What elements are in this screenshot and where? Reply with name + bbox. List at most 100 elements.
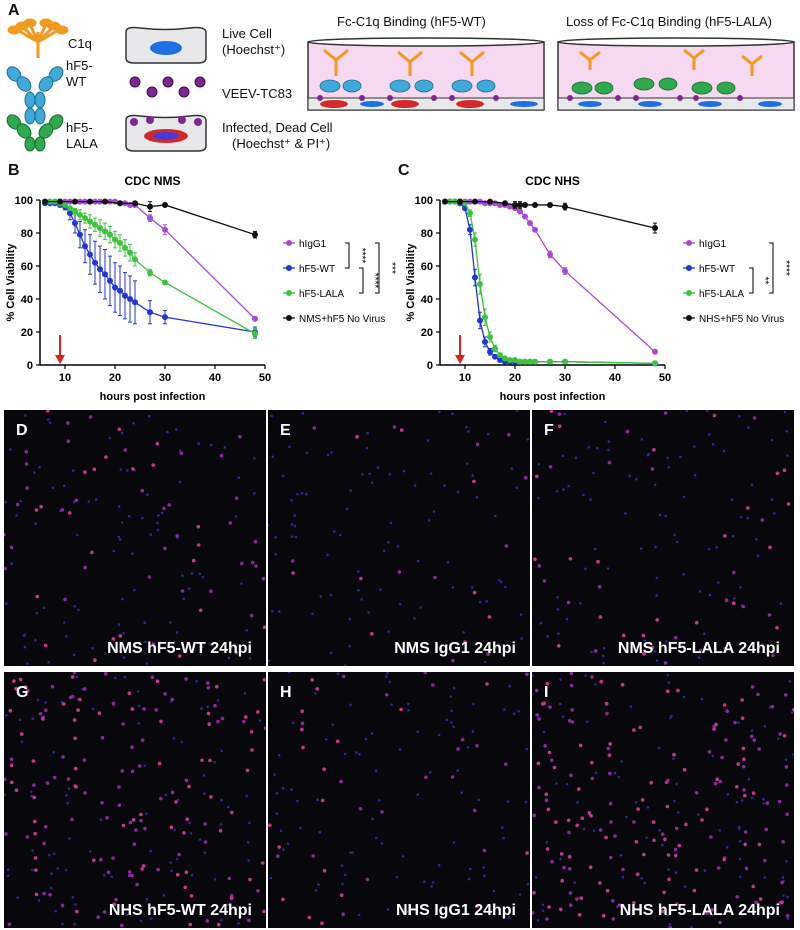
legend-label: hF5-LALA: [299, 289, 344, 300]
data-point: [132, 299, 138, 306]
legend-marker: [686, 265, 692, 271]
data-point: [87, 218, 93, 225]
data-point: [102, 228, 108, 235]
y-tick-label: 40: [421, 294, 433, 306]
hf5-lala-antibody-icon: [6, 114, 64, 152]
c1q-icon: [7, 18, 69, 58]
micrograph-e: E NMS IgG1 24hpi: [268, 410, 530, 666]
sig-bracket: [749, 267, 754, 294]
infection-arrow-head: [55, 355, 65, 364]
virus-icon: [129, 76, 206, 98]
y-tick-label: 60: [421, 261, 433, 273]
data-point: [97, 225, 103, 232]
data-point: [517, 208, 523, 215]
sig-bracket: [359, 267, 364, 294]
data-point: [102, 271, 108, 278]
legend-label: hIgG1: [699, 239, 727, 250]
data-point: [547, 201, 553, 208]
data-point: [522, 201, 528, 208]
legend-marker: [286, 265, 292, 271]
data-point: [42, 198, 48, 205]
legend-label: NHS+hF5 No Virus: [699, 314, 784, 325]
data-point: [77, 211, 83, 218]
micrograph-label: NHS IgG1 24hpi: [395, 902, 516, 919]
sig-stars: ****: [356, 248, 367, 264]
cell-dots: [4, 410, 266, 665]
hf5-wt-antibody-icon: [6, 66, 64, 125]
sig-bracket: [345, 242, 350, 269]
chart-title: CDC NMS: [125, 174, 181, 188]
sig-stars: ****: [369, 273, 380, 289]
data-point: [527, 220, 533, 227]
legend-hf5wt-label-2: WT: [66, 74, 87, 89]
data-point: [117, 287, 123, 294]
schematic-well-lala: [557, 37, 795, 111]
schematic-well-wt: [307, 37, 545, 111]
legend-infected-label-2: (Hoechst⁺ & PI⁺): [232, 136, 331, 151]
data-point: [652, 348, 658, 355]
x-tick-label: 30: [559, 372, 571, 384]
data-point: [127, 296, 133, 302]
y-tick-label: 20: [21, 327, 33, 339]
legend-hf5lala-label-1: hF5-: [66, 120, 93, 135]
sig-bracket: [769, 242, 774, 294]
data-point: [497, 352, 503, 359]
legend-marker: [286, 290, 292, 296]
data-point: [77, 231, 83, 238]
data-point: [477, 281, 483, 288]
chart-cdc-nhs: CDC NHS 0 20 40 60 80 100 10 20 30 40 50 hours post …: [405, 174, 791, 403]
data-point: [112, 284, 118, 291]
x-tick-label: 20: [509, 372, 521, 384]
data-point: [522, 358, 528, 365]
legend-icons: [6, 18, 207, 152]
micrograph-label: NMS hF5-LALA 24hpi: [617, 640, 780, 657]
data-point: [72, 198, 78, 205]
data-point: [532, 226, 538, 233]
y-axis-label: % Cell Viability: [5, 243, 17, 322]
micrograph-letter: E: [280, 422, 291, 439]
data-point: [252, 330, 258, 337]
y-tick-label: 20: [421, 327, 433, 339]
sig-stars: ***: [386, 262, 397, 274]
x-axis-label: hours post infection: [100, 391, 206, 403]
data-point: [492, 353, 498, 360]
data-point: [97, 266, 103, 273]
legend-live-label-2: (Hoechst⁺): [222, 42, 286, 57]
data-point: [547, 358, 553, 365]
x-tick-label: 40: [209, 372, 221, 384]
data-point: [82, 243, 88, 250]
data-point: [502, 355, 508, 362]
legend-marker: [686, 315, 692, 321]
data-point: [472, 236, 478, 243]
x-tick-label: 20: [109, 372, 121, 384]
legend-c1q-label: C1q: [68, 36, 92, 51]
data-point: [507, 203, 513, 210]
micrograph-letter: H: [280, 684, 292, 701]
y-tick-label: 60: [21, 261, 33, 273]
schematic-title-left: Fc-C1q Binding (hF5-WT): [337, 14, 486, 29]
data-point: [117, 200, 123, 207]
data-point: [472, 198, 478, 205]
data-point: [652, 225, 658, 232]
data-point: [532, 201, 538, 208]
panel-letter-b: B: [8, 162, 20, 179]
data-point: [522, 213, 528, 220]
chart-title: CDC NHS: [525, 174, 580, 188]
y-tick-label: 40: [21, 294, 33, 306]
cell-dots: [268, 410, 529, 666]
legend-label: hF5-WT: [699, 264, 735, 275]
infected-cell-icon: [125, 114, 207, 152]
data-point: [147, 309, 153, 316]
data-point: [162, 279, 168, 286]
data-point: [92, 259, 98, 266]
data-point: [562, 203, 568, 210]
data-point: [67, 210, 73, 217]
legend-marker: [286, 315, 292, 321]
y-tick-label: 100: [15, 195, 33, 207]
data-point: [562, 267, 568, 274]
cell-dots: [533, 410, 791, 665]
cell-dots: [268, 672, 530, 925]
legend-label: hF5-WT: [299, 264, 335, 275]
data-point: [112, 236, 118, 243]
data-point: [92, 221, 98, 228]
